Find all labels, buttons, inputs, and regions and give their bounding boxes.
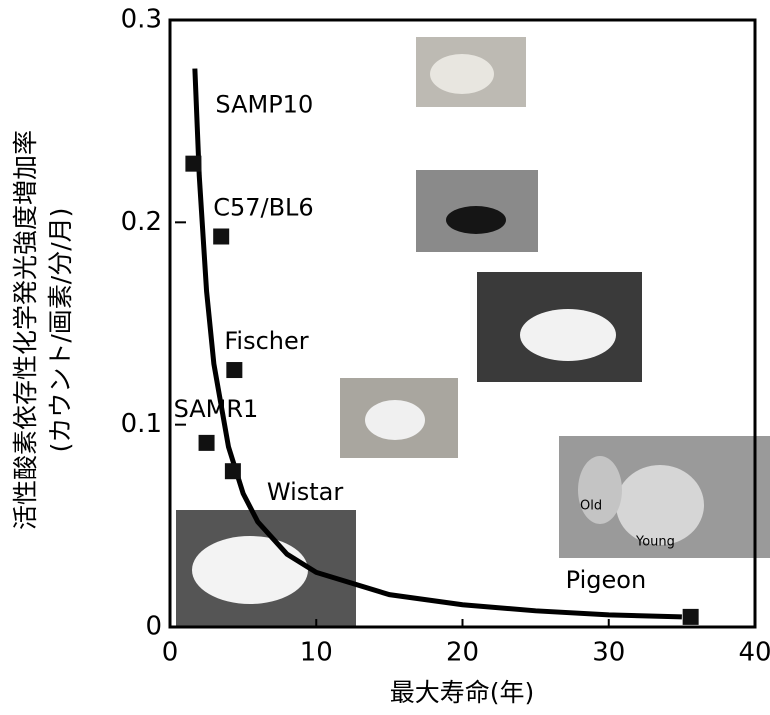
point-label: SAMP10 [215, 91, 313, 119]
photo-label: Old [580, 499, 602, 514]
x-tick-label: 30 [592, 638, 625, 668]
point-label: Pigeon [566, 566, 647, 594]
x-axis-label: 最大寿命(年) [390, 678, 535, 707]
photo-detail [430, 54, 494, 94]
point [213, 228, 230, 245]
y-axis-label: (カウント/画素/分/月) [46, 208, 75, 453]
point [224, 463, 241, 480]
x-tick-label: 10 [300, 638, 333, 668]
y-tick-label: 0.3 [121, 5, 162, 35]
y-tick-label: 0.1 [121, 409, 162, 439]
y-tick-label: 0.2 [121, 207, 162, 237]
x-tick-label: 40 [738, 638, 770, 668]
photo-detail [446, 206, 506, 234]
x-tick-label: 20 [446, 638, 479, 668]
fit-curve [192, 68, 682, 620]
photo-detail [365, 400, 425, 440]
point [185, 155, 202, 172]
photo-detail [616, 465, 704, 545]
point-label: C57/BL6 [213, 193, 314, 221]
photos: Old Young [176, 37, 770, 628]
point-label: Fischer [224, 327, 308, 355]
x-tick-label: 0 [162, 638, 179, 668]
photo-detail [192, 536, 308, 604]
y-axis-label: 活性酸素依存性化学発光強度増加率 [11, 130, 40, 530]
point-label: Wistar [267, 478, 343, 506]
photo-detail [520, 309, 616, 361]
point [682, 608, 699, 625]
photo-detail [578, 456, 622, 524]
point-label: SAMR1 [174, 395, 259, 423]
y-tick-label: 0 [145, 612, 162, 642]
photo-label: Young [635, 535, 675, 550]
point [198, 434, 215, 451]
point [226, 362, 243, 379]
